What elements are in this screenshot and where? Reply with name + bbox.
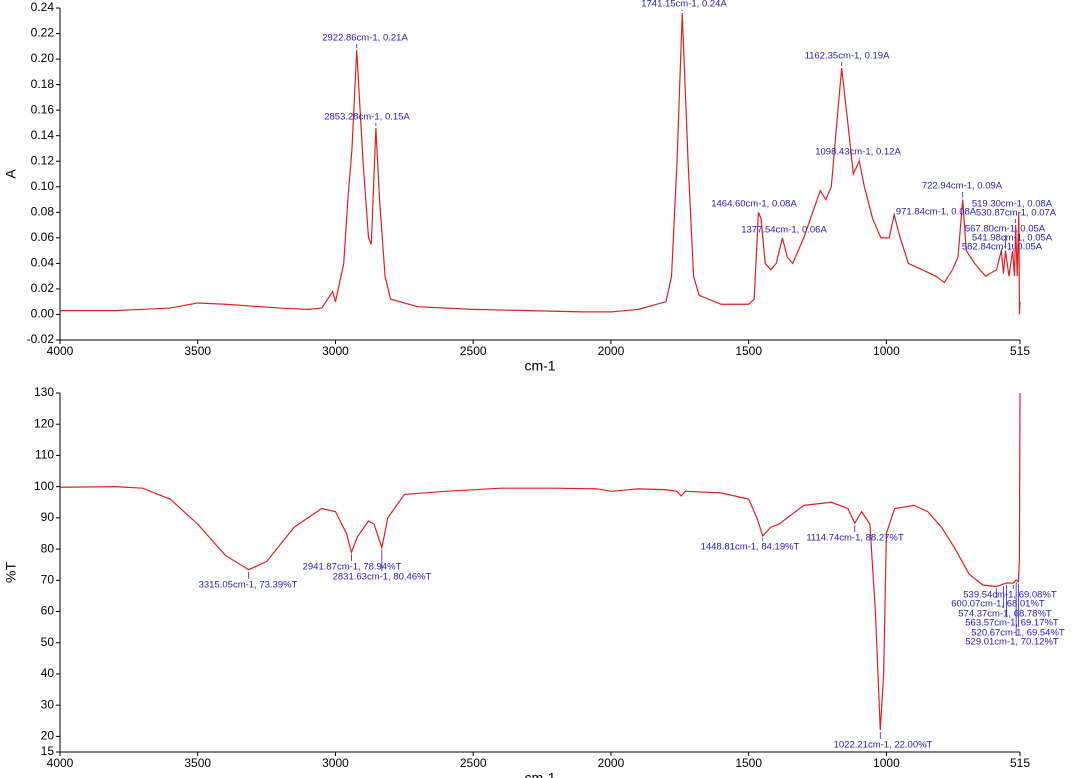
y-tick-label: -0.02 <box>27 332 55 346</box>
annotation-label: 519.30cm-1, 0.08A <box>972 199 1053 210</box>
y-tick-label: 130 <box>34 385 54 399</box>
x-tick-label: 515 <box>1010 756 1030 770</box>
y-tick-label: 0.02 <box>31 281 55 295</box>
y-tick-label: 0.24 <box>31 0 55 14</box>
x-tick-label: 3500 <box>184 756 211 770</box>
spectrum-line <box>60 13 1021 315</box>
y-tick-label: 20 <box>41 729 55 743</box>
spectrum-line <box>59 392 1021 731</box>
x-tick-label: 3000 <box>322 344 349 358</box>
y-axis-label: %T <box>3 562 19 583</box>
x-axis-label: cm-1 <box>524 358 555 374</box>
annotation-label: 1377.54cm-1, 0.06A <box>741 225 827 236</box>
y-tick-label: 0.06 <box>31 230 55 244</box>
y-tick-label: 120 <box>34 416 54 430</box>
x-tick-label: 4000 <box>47 756 74 770</box>
x-tick-label: 3500 <box>184 344 211 358</box>
y-tick-label: 0.16 <box>31 102 55 116</box>
y-tick-label: 0.00 <box>31 307 55 321</box>
y-tick-label: 0.18 <box>31 77 55 91</box>
annotation-label: 1448.81cm-1, 84.19%T <box>701 542 800 553</box>
annotation-label: 971.84cm-1, 0.08A <box>896 207 977 218</box>
annotation-label: 1114.74cm-1, 88.27%T <box>806 533 904 544</box>
x-tick-label: 2500 <box>460 756 487 770</box>
annotation-label: 1022.21cm-1, 22.00%T <box>834 740 933 751</box>
annotation-label: 2941.87cm-1, 78.94%T <box>303 562 402 573</box>
y-tick-label: 40 <box>41 666 55 680</box>
y-tick-label: 0.10 <box>31 179 55 193</box>
annotation-label: 539.54cm-1, 69.08%T <box>963 590 1057 601</box>
annotation-label: 3315.05cm-1, 73.39%T <box>199 580 298 591</box>
y-tick-label: 15 <box>41 744 55 758</box>
annotation-label: 541.98cm-1, 0.05A <box>972 233 1053 244</box>
y-tick-label: 0.12 <box>31 153 55 167</box>
y-tick-label: 0.14 <box>31 128 55 142</box>
x-tick-label: 1500 <box>735 344 762 358</box>
x-tick-label: 1000 <box>873 344 900 358</box>
y-tick-label: 60 <box>41 604 55 618</box>
y-tick-label: 30 <box>41 697 55 711</box>
annotation-label: 1162.35cm-1, 0.19A <box>805 51 891 62</box>
annotation-label: 722.94cm-1, 0.09A <box>922 181 1003 192</box>
y-tick-label: 0.22 <box>31 26 55 40</box>
annotation-label: 1464.60cm-1, 0.08A <box>711 199 797 210</box>
y-tick-label: 100 <box>34 479 54 493</box>
annotation-label: 600.07cm-1, 68.01%T <box>951 599 1045 610</box>
annotation-label: 2853.28cm-1, 0.15A <box>324 112 410 123</box>
annotation-label: 1741.15cm-1, 0.24A <box>641 0 727 10</box>
annotation-label: 574.37cm-1, 68.78%T <box>958 609 1052 620</box>
x-tick-label: 515 <box>1010 344 1030 358</box>
x-tick-label: 2000 <box>598 344 625 358</box>
annotation-label: 520.67cm-1, 69.54%T <box>971 628 1065 639</box>
annotation-label: 2922.86cm-1, 0.21A <box>322 33 408 44</box>
y-tick-label: 0.20 <box>31 51 55 65</box>
y-tick-label: 0.04 <box>31 256 55 270</box>
annotation-label: 1098.43cm-1, 0.12A <box>815 147 901 158</box>
x-tick-label: 1000 <box>873 756 900 770</box>
y-axis-label: A <box>3 169 19 179</box>
x-tick-label: 2500 <box>460 344 487 358</box>
x-tick-label: 3000 <box>322 756 349 770</box>
annotation-label: 563.57cm-1, 69.17%T <box>965 618 1059 629</box>
annotation-label: 529.01cm-1, 70.12%T <box>965 637 1059 648</box>
annotation-label: 567.80cm-1, 0.05A <box>965 224 1046 235</box>
y-tick-label: 70 <box>41 572 55 586</box>
y-tick-label: 80 <box>41 541 55 555</box>
annotation-label: 530.87cm-1, 0.07A <box>976 208 1057 219</box>
x-tick-label: 4000 <box>47 344 74 358</box>
annotation-label: 582.84cm-1, 0.05A <box>962 242 1043 253</box>
annotation-label: 2831.63cm-1, 80.46%T <box>333 572 432 583</box>
x-axis-label: cm-1 <box>524 770 555 778</box>
y-tick-label: 0.08 <box>31 204 55 218</box>
y-tick-label: 90 <box>41 510 55 524</box>
y-tick-label: 110 <box>35 448 54 462</box>
x-tick-label: 2000 <box>598 756 625 770</box>
x-tick-label: 1500 <box>735 756 762 770</box>
y-tick-label: 50 <box>41 635 55 649</box>
